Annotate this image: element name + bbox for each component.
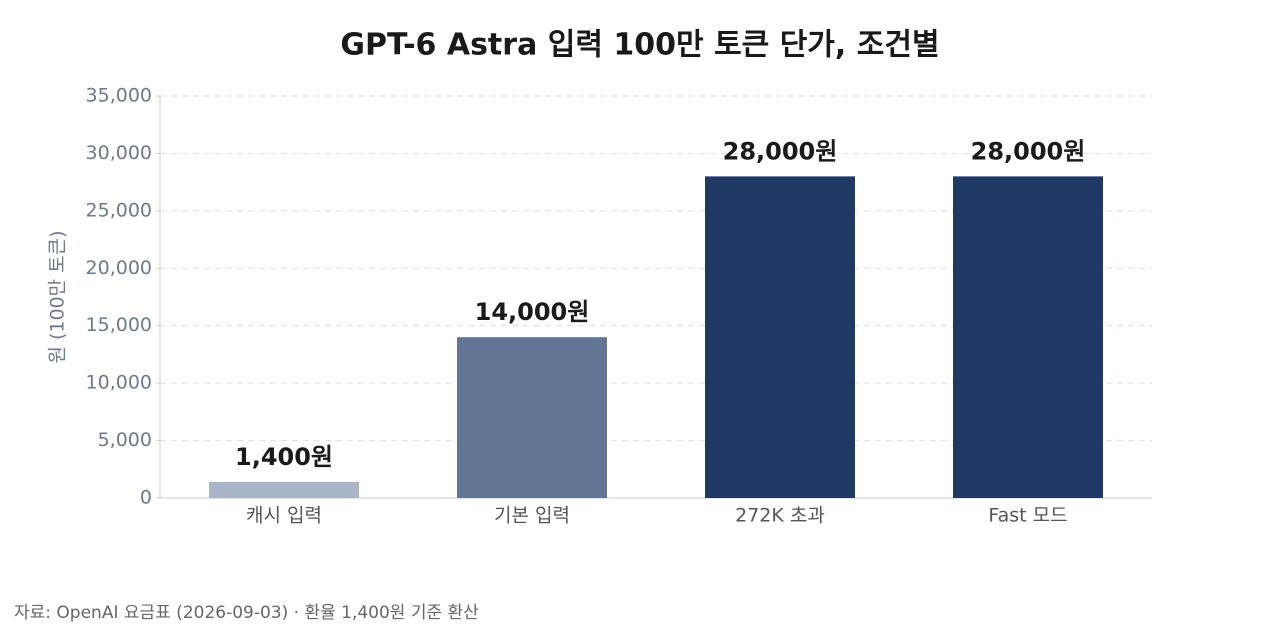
bar bbox=[457, 337, 607, 498]
value-label: 28,000원 bbox=[723, 137, 838, 165]
bar bbox=[953, 176, 1103, 498]
y-axis-label: 원 (100만 토큰) bbox=[47, 230, 69, 363]
y-tick-label: 10,000 bbox=[86, 372, 152, 394]
value-label: 28,000원 bbox=[971, 137, 1086, 165]
chart-title: GPT-6 Astra 입력 100만 토큰 단가, 조건별 bbox=[340, 28, 939, 63]
y-tick-label: 20,000 bbox=[86, 257, 152, 279]
bar bbox=[705, 176, 855, 498]
x-tick-label: 272K 초과 bbox=[735, 505, 825, 527]
y-tick-label: 0 bbox=[140, 487, 152, 509]
bar bbox=[209, 481, 359, 498]
source-note: 자료: OpenAI 요금표 (2026-09-03) · 환율 1,400원 … bbox=[14, 603, 479, 623]
y-tick-label: 30,000 bbox=[86, 142, 152, 164]
x-tick-label: 기본 입력 bbox=[494, 505, 570, 527]
y-tick-label: 35,000 bbox=[86, 85, 152, 107]
y-tick-label: 25,000 bbox=[86, 199, 152, 221]
x-tick-label: 캐시 입력 bbox=[246, 505, 322, 527]
value-label: 14,000원 bbox=[475, 298, 590, 326]
y-tick-label: 15,000 bbox=[86, 314, 152, 336]
value-label: 1,400원 bbox=[235, 443, 333, 471]
x-tick-label: Fast 모드 bbox=[988, 505, 1067, 527]
y-tick-label: 5,000 bbox=[98, 429, 152, 451]
